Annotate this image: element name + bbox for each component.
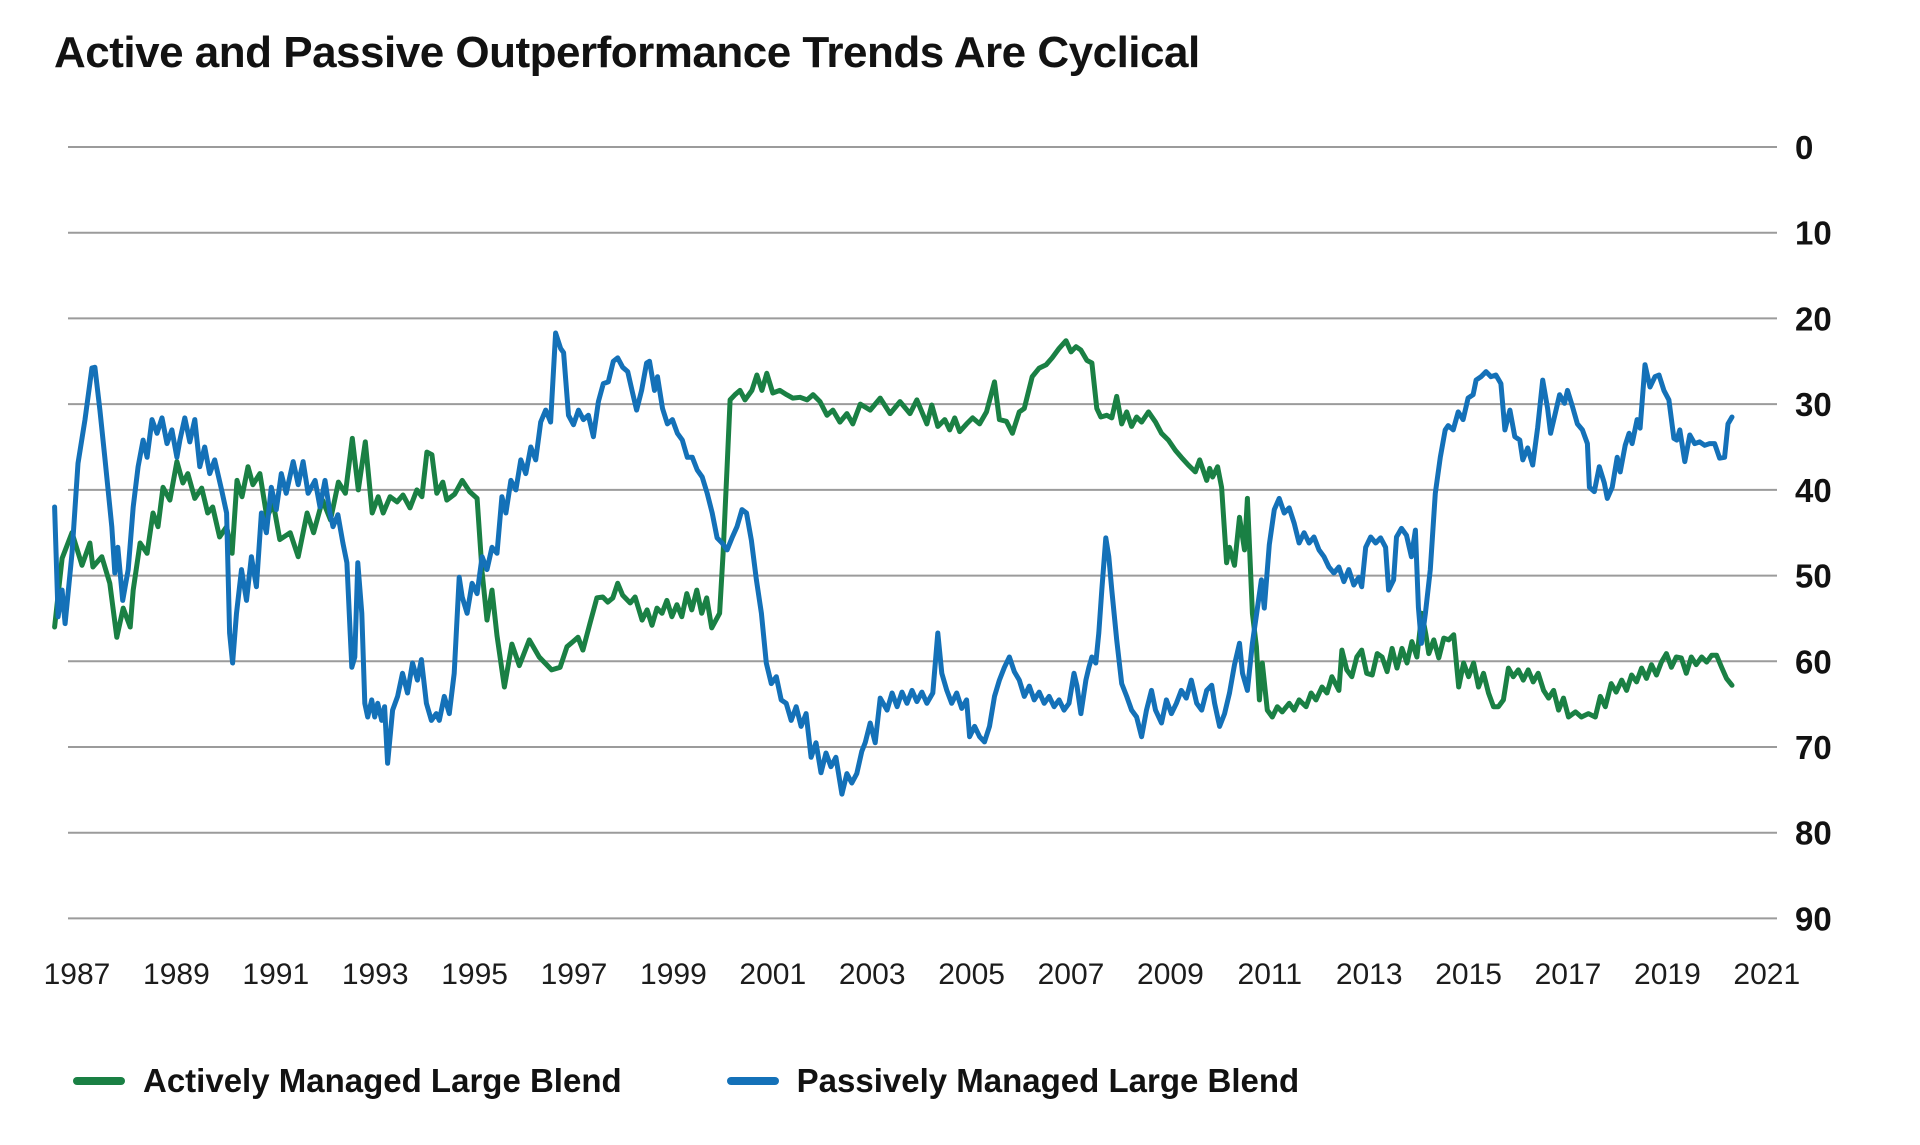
legend-item-passive: Passively Managed Large Blend	[726, 1062, 1300, 1100]
y-axis-tick-label: 50	[1795, 558, 1832, 595]
legend-label-active: Actively Managed Large Blend	[143, 1062, 622, 1099]
y-axis-tick-label: 30	[1795, 386, 1832, 423]
x-axis-tick-label: 1989	[143, 958, 210, 991]
x-axis-tick-label: 1993	[342, 958, 409, 991]
x-axis-tick-label: 2013	[1336, 958, 1403, 991]
legend-label-passive: Passively Managed Large Blend	[796, 1062, 1300, 1099]
y-axis-tick-label: 0	[1795, 129, 1813, 166]
x-axis-tick-label: 1987	[44, 958, 111, 991]
active-series-swatch	[73, 1077, 125, 1085]
x-axis-tick-label: 1991	[242, 958, 309, 991]
y-axis-tick-label: 60	[1795, 643, 1832, 680]
x-axis-tick-label: 2011	[1238, 958, 1303, 991]
series-line-passive	[52, 330, 1735, 797]
x-axis-tick-label: 1995	[441, 958, 508, 991]
x-axis-tick-label: 2007	[1038, 958, 1105, 991]
x-axis-tick-label: 1999	[640, 958, 707, 991]
y-axis-tick-label: 20	[1795, 300, 1832, 337]
y-axis-tick-label: 10	[1795, 215, 1832, 252]
x-axis-tick-label: 2015	[1435, 958, 1502, 991]
x-axis-tick-label: 2005	[938, 958, 1005, 991]
x-axis-tick-label: 2021	[1733, 958, 1800, 991]
chart-title: Active and Passive Outperformance Trends…	[54, 28, 1200, 77]
y-axis-tick-label: 80	[1795, 815, 1832, 852]
chart-legend: Actively Managed Large Blend Passively M…	[73, 1062, 1299, 1100]
passive-series-swatch	[726, 1077, 779, 1085]
series-line-active	[52, 338, 1735, 720]
y-axis-tick-label: 40	[1795, 472, 1832, 509]
y-axis-tick-label: 90	[1795, 900, 1832, 937]
x-axis-tick-label: 2003	[839, 958, 906, 991]
x-axis-tick-label: 2017	[1535, 958, 1602, 991]
x-axis-tick-label: 2009	[1137, 958, 1204, 991]
x-axis-tick-label: 2019	[1634, 958, 1701, 991]
legend-item-active: Actively Managed Large Blend	[73, 1062, 622, 1100]
x-axis-tick-label: 2001	[739, 958, 806, 991]
y-axis-tick-label: 70	[1795, 729, 1832, 766]
x-axis-tick-label: 1997	[541, 958, 608, 991]
